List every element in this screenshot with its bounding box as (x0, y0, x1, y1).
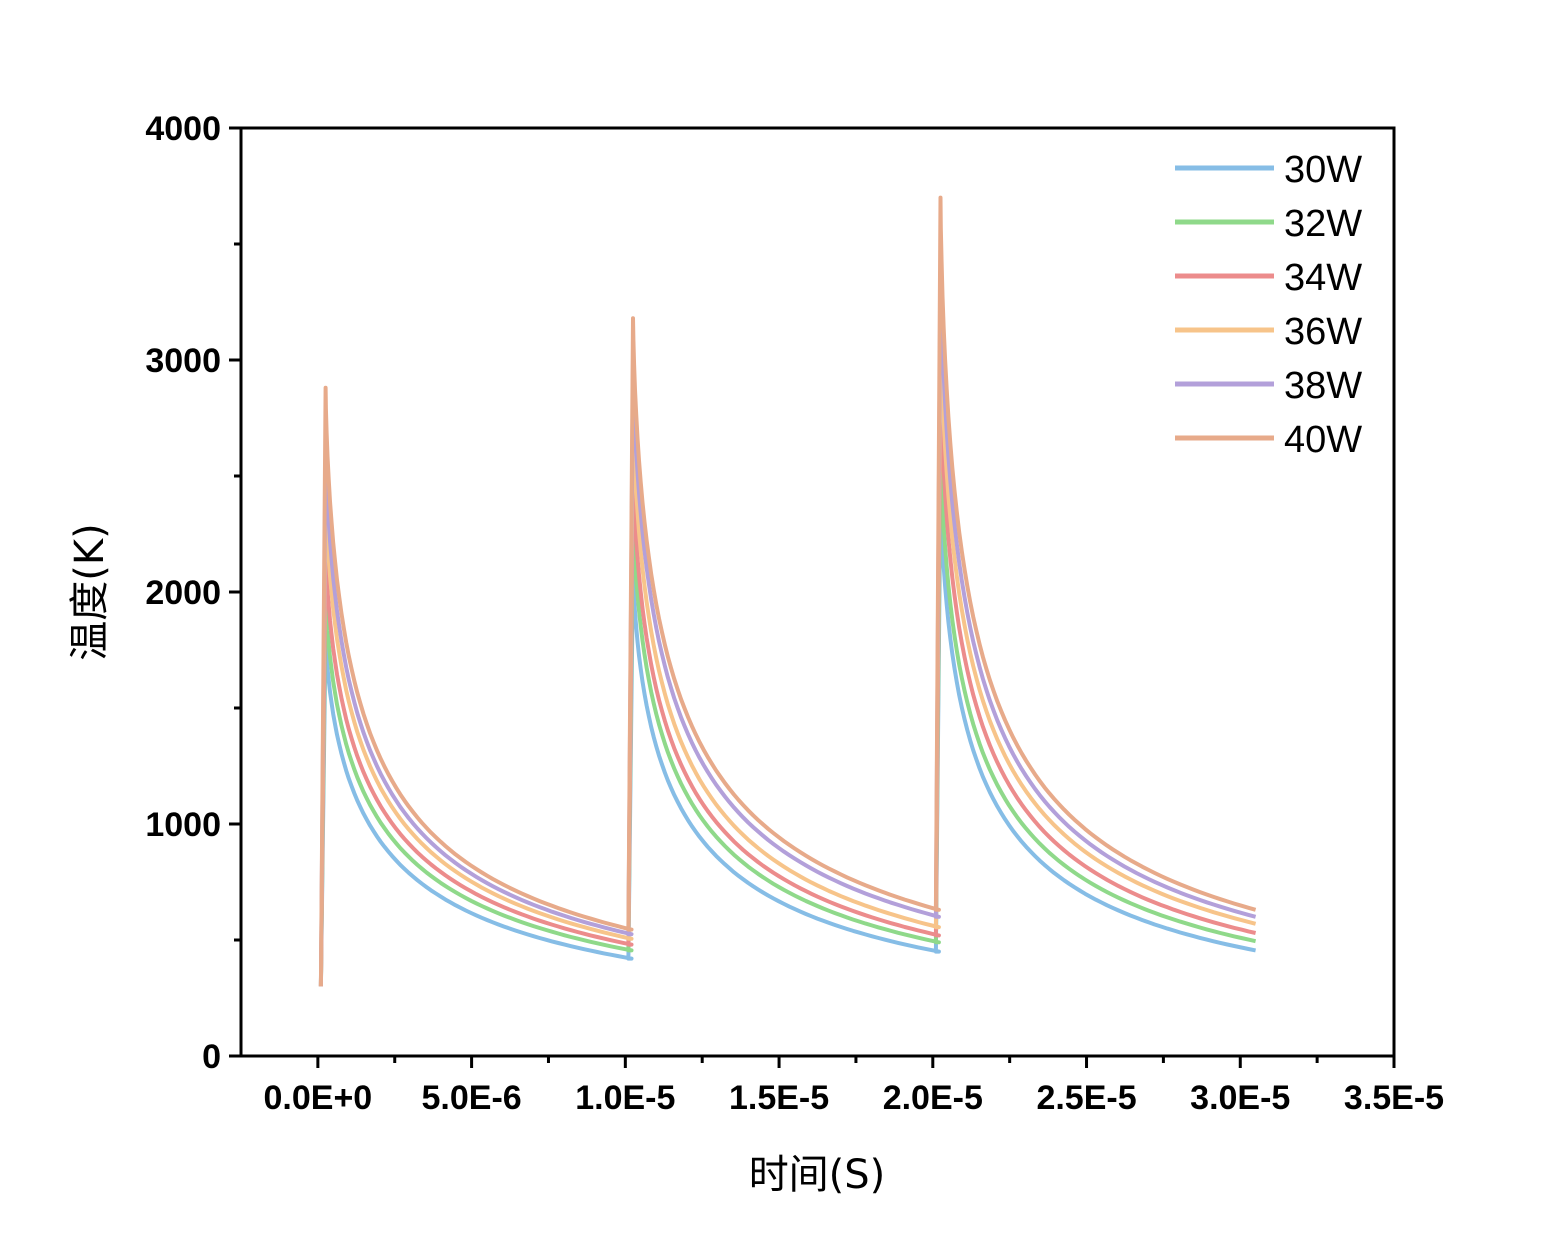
y-tick-label: 2000 (145, 574, 221, 612)
x-tick-label: 1.5E-5 (729, 1079, 829, 1117)
x-tick-label: 0.0E+0 (264, 1079, 373, 1117)
y-tick-label: 4000 (145, 110, 221, 148)
y-tick-label: 3000 (145, 342, 221, 380)
x-tick-label: 1.0E-5 (575, 1079, 675, 1117)
legend-label: 34W (1284, 257, 1362, 299)
series-layer (318, 195, 1257, 987)
legend-label: 30W (1284, 149, 1362, 191)
series-line-38W (318, 253, 1257, 987)
y-axis-title: 温度(K) (67, 523, 113, 660)
y-axis-ticks: 0 1000 2000 3000 4000 (145, 110, 241, 1076)
x-tick-label: 5.0E-6 (422, 1079, 522, 1117)
legend-label: 32W (1284, 203, 1362, 245)
legend-label: 38W (1284, 365, 1362, 407)
series-line-40W (318, 195, 1257, 987)
legend-label: 36W (1284, 311, 1362, 353)
x-tick-label: 2.5E-5 (1036, 1079, 1136, 1117)
series-line-30W (318, 485, 1256, 987)
y-tick-label: 0 (202, 1038, 221, 1076)
x-tick-label: 3.0E-5 (1190, 1079, 1290, 1117)
series-line-32W (318, 439, 1257, 987)
legend-label: 40W (1284, 419, 1362, 461)
series-line-34W (318, 369, 1257, 987)
legend: 30W 32W 34W 36W 38W 40W (1175, 149, 1362, 461)
y-tick-label: 1000 (145, 806, 221, 844)
x-axis-ticks: 0.0E+0 5.0E-6 1.0E-5 1.5E-5 2.0E-5 2.5E-5 3.0E… (264, 1056, 1444, 1117)
x-axis-title: 时间(S) (749, 1152, 886, 1198)
x-tick-label: 2.0E-5 (883, 1079, 983, 1117)
series-line-36W (318, 311, 1257, 987)
x-tick-label: 3.5E-5 (1344, 1079, 1444, 1117)
